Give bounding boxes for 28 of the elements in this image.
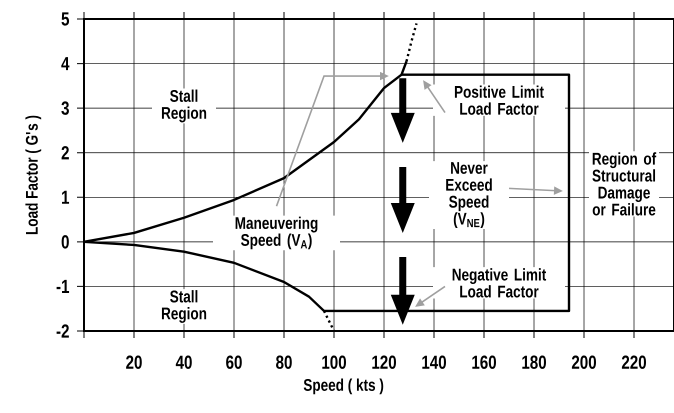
annotation: Never Exceed Speed (V$_{NE}$) (446, 162, 492, 228)
x-axis-title: Speed ( kts ) (304, 378, 384, 394)
y-tick-label: -2 (56, 324, 69, 338)
y-tick-label: 0 (62, 235, 69, 249)
x-tick-label: 160 (472, 356, 496, 369)
y-tick-label: 3 (61, 101, 69, 115)
annotation: Maneuvering Speed (V$_{A}$) (236, 216, 318, 250)
x-tick-label: 140 (422, 356, 446, 369)
annotation: Positive Limit Load Factor (454, 85, 544, 115)
x-tick-label: 40 (176, 356, 192, 369)
y-tick-label: -1 (56, 280, 70, 293)
y-tick-label: 1 (62, 190, 70, 204)
annotation: Stall Region (162, 290, 206, 323)
y-tick-label: 4 (61, 57, 70, 70)
x-tick-label: 80 (276, 356, 292, 369)
x-tick-label: 100 (322, 356, 346, 369)
annotation: Region of Structural Damage or Failure (592, 152, 656, 216)
y-tick-label: 2 (62, 146, 69, 160)
x-tick-label: 60 (226, 356, 242, 369)
annotation: Negative Limit Load Factor (452, 268, 546, 298)
annotation: Stall Region (162, 90, 206, 122)
y-tick-label: 5 (62, 12, 70, 26)
x-tick-label: 20 (126, 356, 142, 369)
x-tick-label: 180 (522, 356, 546, 369)
x-tick-label: 200 (572, 356, 596, 369)
x-tick-label: 220 (622, 356, 646, 369)
x-tick-label: 120 (372, 356, 396, 369)
y-axis-title: Load Factor ( G's ) (25, 116, 42, 234)
